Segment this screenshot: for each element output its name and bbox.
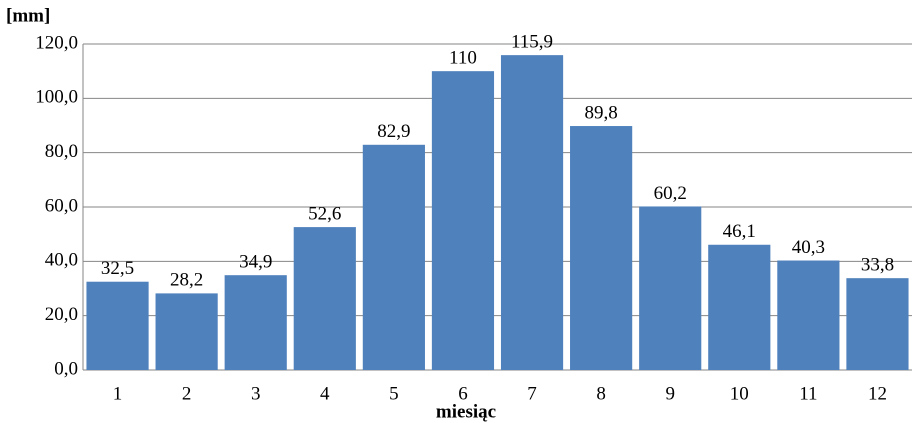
data-label: 52,6 <box>308 203 341 224</box>
bar <box>86 281 149 370</box>
bar <box>224 275 287 370</box>
bar <box>570 126 633 370</box>
data-label: 115,9 <box>511 31 553 52</box>
x-tick-label: 7 <box>527 383 537 404</box>
bar <box>362 144 425 370</box>
x-tick-label: 3 <box>251 383 261 404</box>
y-tick-label: 80,0 <box>45 141 78 162</box>
data-label: 82,9 <box>377 121 410 142</box>
y-tick-label: 60,0 <box>45 195 78 216</box>
x-tick-label: 11 <box>799 383 817 404</box>
x-tick-label: 6 <box>458 383 468 404</box>
x-tick-label: 10 <box>730 383 749 404</box>
data-label: 40,3 <box>792 237 825 258</box>
bar <box>293 227 356 370</box>
data-label: 60,2 <box>654 183 687 204</box>
x-tick-label: 12 <box>868 383 887 404</box>
x-tick-label: 1 <box>113 383 123 404</box>
x-tick-label: 8 <box>596 383 606 404</box>
bar <box>639 206 702 370</box>
x-tick-label: 5 <box>389 383 399 404</box>
y-axis-label: [mm] <box>6 5 50 26</box>
x-tick-label: 9 <box>665 383 675 404</box>
x-tick-label: 2 <box>182 383 192 404</box>
data-label: 32,5 <box>101 258 134 279</box>
data-label: 33,8 <box>861 255 894 276</box>
y-tick-label: 120,0 <box>35 32 78 53</box>
bar <box>708 244 771 370</box>
data-label: 46,1 <box>723 221 756 242</box>
x-tick-label: 4 <box>320 383 330 404</box>
data-label: 28,2 <box>170 270 203 291</box>
y-tick-label: 20,0 <box>45 304 78 325</box>
y-tick-label: 0,0 <box>54 358 78 379</box>
x-axis-label: miesiąc <box>436 401 496 422</box>
bar <box>155 293 218 370</box>
data-label: 110 <box>449 48 477 69</box>
bar <box>777 260 840 370</box>
data-label: 89,8 <box>585 102 618 123</box>
bar <box>431 71 495 371</box>
y-tick-label: 100,0 <box>35 87 78 108</box>
data-label: 34,9 <box>239 252 272 273</box>
bar <box>846 278 909 370</box>
y-tick-label: 40,0 <box>45 250 78 271</box>
bar <box>500 55 564 370</box>
